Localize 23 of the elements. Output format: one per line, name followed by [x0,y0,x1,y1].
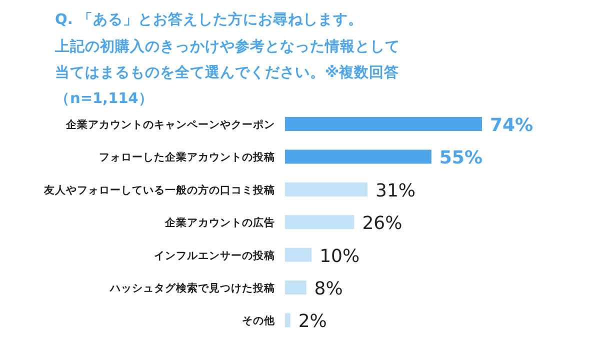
y-tick-label: 企業アカウントのキャンペーンやクーポン [65,118,275,131]
bar [285,182,368,196]
bar [285,117,482,131]
y-tick-label: 友人やフォローしている一般の方の口コミ投稿 [43,183,275,196]
bar [285,150,432,164]
data-label: 55% [439,148,483,169]
y-tick-label: ハッシュタグ検索で見つけた投稿 [109,282,275,294]
data-label: 26% [362,213,402,234]
data-label: 10% [320,246,360,267]
bar [285,215,354,230]
y-tick-label: 企業アカウントの広告 [164,216,275,230]
chart-title: Q. 「ある」とお答えした方にお尋ねします。 [55,10,363,28]
chart-subtitle: 上記の初購入のきっかけや参考となった情報として当てはまるものを全て選んでください。※複数回答（n=1,114） [55,38,401,109]
bar [285,280,306,294]
y-tick-label: インフルエンサーの投稿 [154,248,275,262]
y-tick-label: その他 [242,314,276,328]
data-label: 8% [314,278,343,300]
data-label: 2% [298,311,327,332]
y-tick-label: フォローした企業アカウントの投稿 [99,150,275,164]
bar [285,248,312,262]
bar [285,313,290,328]
data-label: 74% [490,115,534,136]
data-label: 31% [376,180,416,202]
